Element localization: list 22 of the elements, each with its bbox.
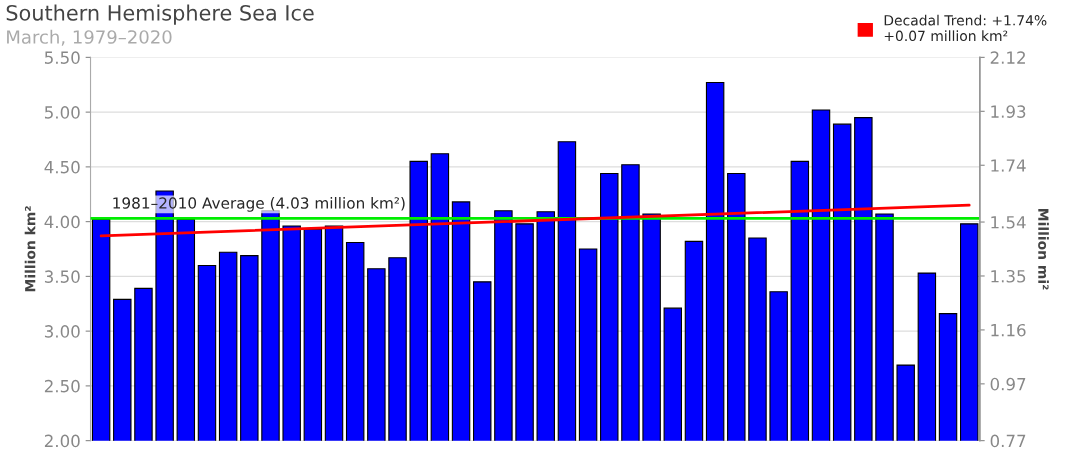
y-tick-label: 2.00: [44, 434, 80, 448]
legend-label: Decadal Trend: +1.74% +0.07 million km²: [884, 14, 1047, 42]
y-tick-label: 2.50: [44, 379, 80, 393]
chart-subtitle: March, 1979–2020: [7, 29, 172, 46]
y-tick-label: 4.50: [44, 160, 80, 174]
y-tick-label: 5.50: [44, 51, 80, 64]
ref-line-label: 1981–2010 Average (4.03 million km²): [113, 196, 405, 212]
y2-tick-label: 2.12: [990, 51, 1025, 64]
y2-tick-label: 1.93: [991, 105, 1026, 118]
y2-axis-title: Million mi²: [1038, 209, 1049, 290]
y2-tick-label: 1.16: [991, 323, 1026, 337]
y-tick-label: 3.50: [44, 270, 80, 283]
y2-tick-label: 1.54: [991, 216, 1026, 229]
y2-tick-label: 1.35: [991, 269, 1026, 283]
y-tick-label: 3.00: [44, 325, 80, 338]
y2-tick-label: 1.74: [991, 159, 1026, 172]
y-tick-label: 4.00: [44, 215, 80, 229]
y2-tick-label: 0.77: [990, 434, 1026, 448]
y2-tick-label: 0.97: [990, 377, 1026, 391]
y-tick-label: 5.00: [44, 106, 80, 119]
chart-title: Southern Hemisphere Sea Ice: [6, 4, 314, 25]
y-axis-title: Million km²: [24, 206, 36, 292]
